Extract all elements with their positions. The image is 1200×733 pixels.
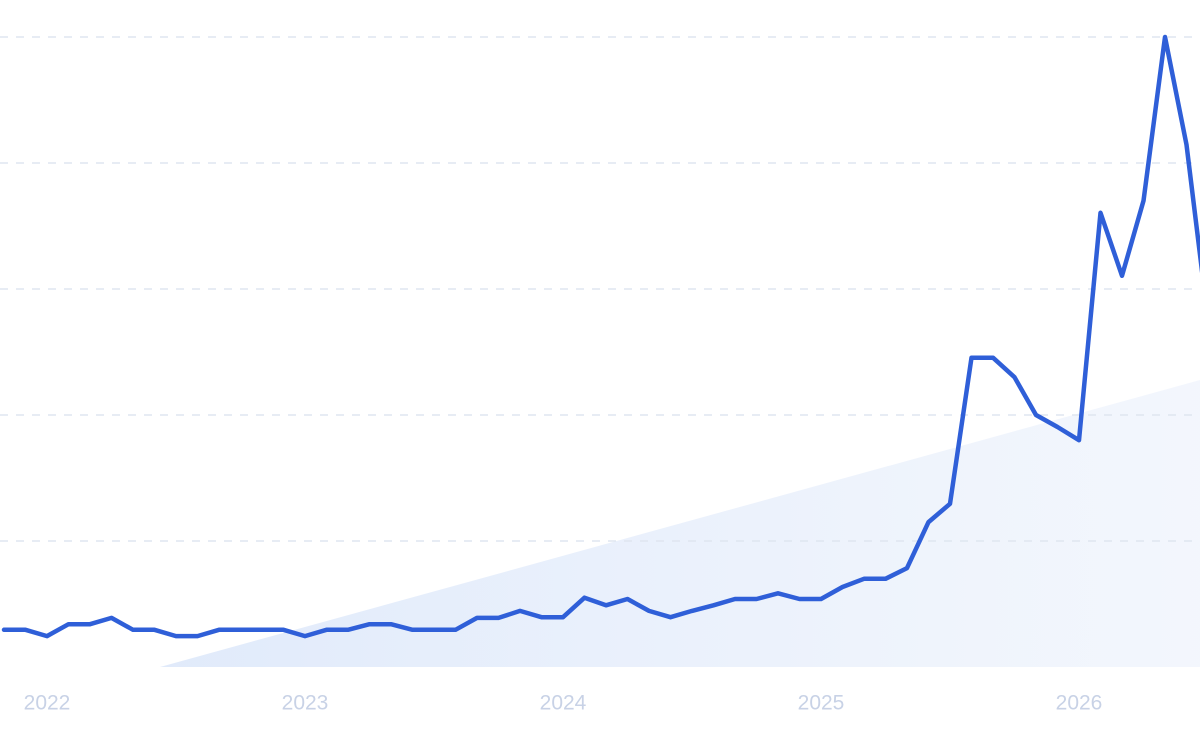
plot — [1, 34, 1200, 639]
x-tick-label: 2025 — [798, 692, 845, 715]
x-tick-label: 2023 — [282, 692, 329, 715]
background-wedge — [160, 380, 1200, 667]
x-tick-label: 2024 — [540, 692, 587, 715]
x-tick-label: 2026 — [1056, 692, 1103, 715]
x-tick-label: 2022 — [24, 692, 71, 715]
trend-line — [1, 34, 1200, 639]
x-axis: 2022 2023 2024 2025 2026 — [24, 692, 1103, 715]
grid — [0, 36, 1200, 542]
